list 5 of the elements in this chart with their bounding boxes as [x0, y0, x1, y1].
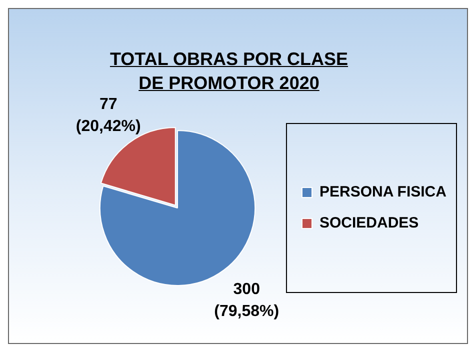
chart-title: TOTAL OBRAS POR CLASE DE PROMOTOR 2020 [109, 48, 349, 95]
legend-label: PERSONA FISICA [319, 184, 447, 201]
data-label: 77 (20,42%) [76, 96, 141, 135]
data-label: 300 (79,58%) [214, 280, 280, 320]
legend-label: SOCIEDADES [319, 214, 419, 232]
